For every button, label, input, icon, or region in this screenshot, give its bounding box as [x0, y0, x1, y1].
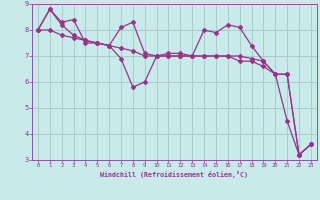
X-axis label: Windchill (Refroidissement éolien,°C): Windchill (Refroidissement éolien,°C): [100, 171, 248, 178]
